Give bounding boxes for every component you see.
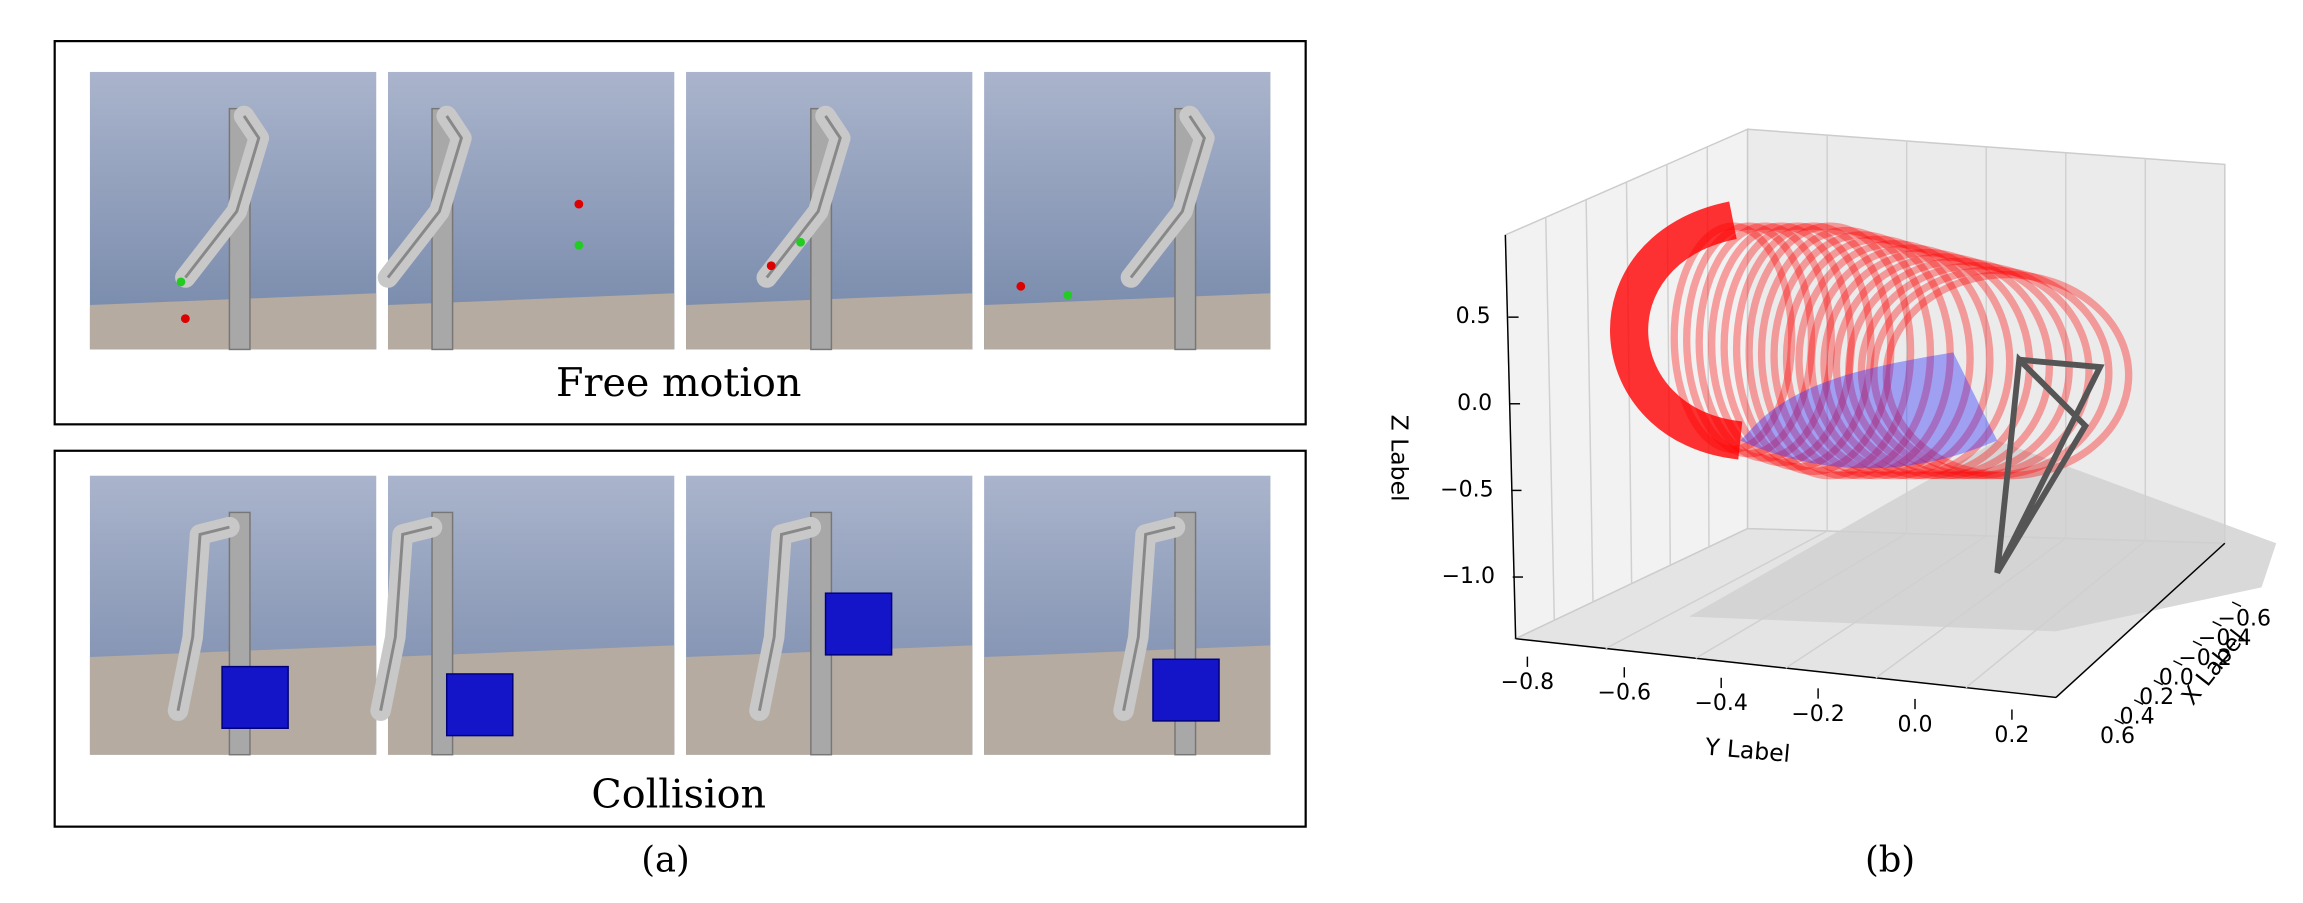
tick-mark [2133, 699, 2144, 705]
caption: (a) [641, 839, 689, 880]
arm-edge [386, 115, 464, 279]
floor [984, 293, 1271, 350]
tick-label: −0.6 [1598, 681, 1651, 706]
tick-mark [2212, 620, 2222, 627]
axis-line [1504, 234, 1517, 639]
tick-label: −0.8 [1501, 670, 1554, 695]
target [180, 314, 190, 324]
sim-image [984, 71, 1271, 351]
axis-line [2055, 542, 2226, 698]
target [574, 199, 584, 209]
sim-image [686, 71, 973, 351]
ring [1857, 262, 2093, 480]
ring [1807, 244, 2014, 480]
tick-mark [2114, 718, 2124, 725]
tick-label: −0.2 [2178, 646, 2231, 671]
robot [1994, 353, 2105, 575]
obstacle [1152, 658, 1220, 722]
sim-image [370, 475, 675, 756]
ring [1795, 240, 1994, 480]
ring [1745, 222, 1915, 480]
pane-grid [1545, 217, 1556, 621]
tick-label: 0.0 [1898, 712, 1933, 737]
ring [1707, 222, 1855, 467]
pane-grid [1785, 535, 1987, 669]
tick-mark [2173, 660, 2183, 666]
tick-label: 0.4 [2120, 705, 2155, 730]
sim-image [89, 475, 377, 756]
row-label: Free motion [556, 360, 801, 406]
sim-images [89, 71, 1271, 756]
tick-label: 0.6 [2100, 724, 2135, 749]
sim-image [89, 71, 377, 351]
ring [1757, 226, 1935, 480]
ring [1845, 257, 2073, 480]
ring-cap [1610, 201, 1743, 460]
pane-grid [1875, 537, 2067, 679]
tick-label: 0.0 [1457, 391, 1492, 416]
caption: (b) [1865, 839, 1915, 880]
floor [387, 293, 675, 350]
arm-edge [758, 525, 812, 711]
free-motion-box [53, 40, 1307, 426]
sim-image [686, 475, 973, 756]
axis-label: Y Label [1703, 733, 1791, 768]
marker [176, 277, 186, 287]
collision-box [53, 449, 1307, 828]
ring [1683, 222, 1816, 458]
arm-edge [184, 115, 261, 279]
obstacle [824, 592, 893, 656]
plot-3d: Z Label Y Label X Label 0.50.0−0.5−1.0−0… [1386, 128, 2277, 768]
row-label: Collision [591, 771, 766, 817]
arm-edge [379, 525, 433, 711]
tick-label: 0.0 [2159, 665, 2194, 690]
ring [1695, 222, 1835, 462]
ring [1720, 222, 1875, 471]
pane-grid [1965, 540, 2146, 689]
arm-edge [1129, 115, 1206, 279]
axis-label: Z Label [1386, 415, 1414, 502]
marker [574, 240, 584, 250]
pane-grid [1585, 199, 1594, 603]
ring [1782, 235, 1974, 480]
tick-label: −0.2 [1791, 702, 1844, 727]
tick-mark [2153, 679, 2163, 686]
shadow [1688, 440, 2277, 632]
ring [1832, 253, 2054, 480]
obstacle [445, 673, 514, 737]
target [1016, 281, 1026, 291]
ring [1820, 248, 2034, 480]
arm-edge [1122, 525, 1176, 711]
obstacle [221, 665, 289, 730]
ring [1770, 231, 1954, 480]
tick-label: 0.2 [2139, 685, 2174, 710]
pane-grid [1605, 530, 1828, 650]
tick-label: −0.5 [1440, 477, 1493, 502]
tick-label: 0.2 [1994, 723, 2029, 748]
arm-edge [176, 525, 230, 711]
tick-mark [2192, 640, 2203, 647]
marker [796, 237, 805, 247]
floor [387, 645, 675, 755]
tick-label: −0.4 [2198, 626, 2251, 651]
tick-label: −1.0 [1442, 564, 1495, 589]
sim-image [984, 475, 1271, 756]
arm-edge [765, 115, 842, 279]
pane-grid [1695, 532, 1908, 659]
tick-label: −0.6 [2218, 607, 2271, 632]
ring [1732, 222, 1895, 475]
marker [1063, 290, 1073, 300]
sim-image [377, 71, 675, 351]
tick-label: −0.4 [1694, 691, 1747, 716]
tick-label: 0.5 [1456, 304, 1491, 329]
reach-blue [1740, 352, 1998, 469]
ring [1870, 266, 2113, 480]
target [766, 261, 776, 271]
tick-mark [2231, 601, 2242, 608]
